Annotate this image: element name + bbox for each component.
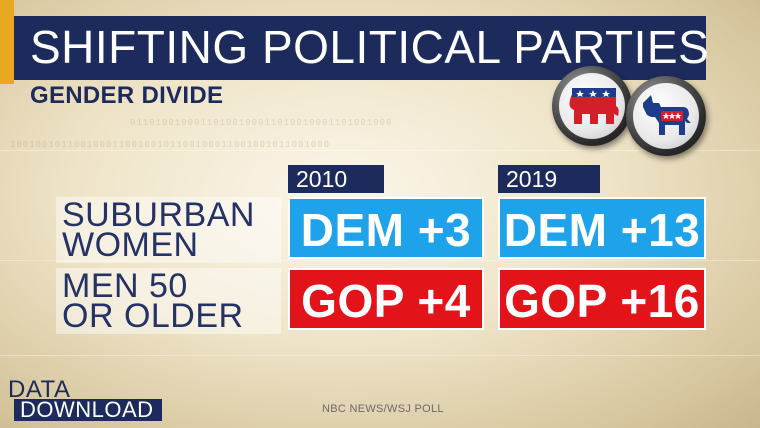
row-label-suburban-women: SUBURBAN WOMEN: [56, 197, 281, 263]
row-label-line: OR OLDER: [62, 297, 244, 335]
republican-elephant-icon: [569, 88, 619, 124]
row-label-line: MEN 50: [62, 267, 188, 305]
cell-men-50-older-2010: GOP +4: [288, 268, 484, 330]
cell-suburban-women-2010: DEM +3: [288, 197, 484, 259]
accent-bar: [0, 0, 14, 84]
year-header-2019: 2019: [498, 165, 600, 193]
year-header-2010: 2010: [288, 165, 384, 193]
brand-line-2: DOWNLOAD: [14, 399, 162, 421]
row-label-line: WOMEN: [62, 226, 199, 264]
cell-men-50-older-2019: GOP +16: [498, 268, 706, 330]
source-credit: NBC NEWS/WSJ POLL: [322, 403, 444, 415]
page-title: SHIFTING POLITICAL PARTIES: [30, 21, 710, 73]
brand-line-1: DATA_: [8, 376, 85, 403]
democratic-logo: [626, 76, 706, 156]
page-subtitle: GENDER DIVIDE: [30, 82, 224, 109]
row-label-line: SUBURBAN: [62, 196, 255, 234]
democratic-donkey-icon: [643, 95, 691, 135]
republican-logo: [552, 66, 632, 146]
cell-suburban-women-2019: DEM +13: [498, 197, 706, 259]
row-label-men-50-older: MEN 50 OR OLDER: [56, 268, 281, 334]
